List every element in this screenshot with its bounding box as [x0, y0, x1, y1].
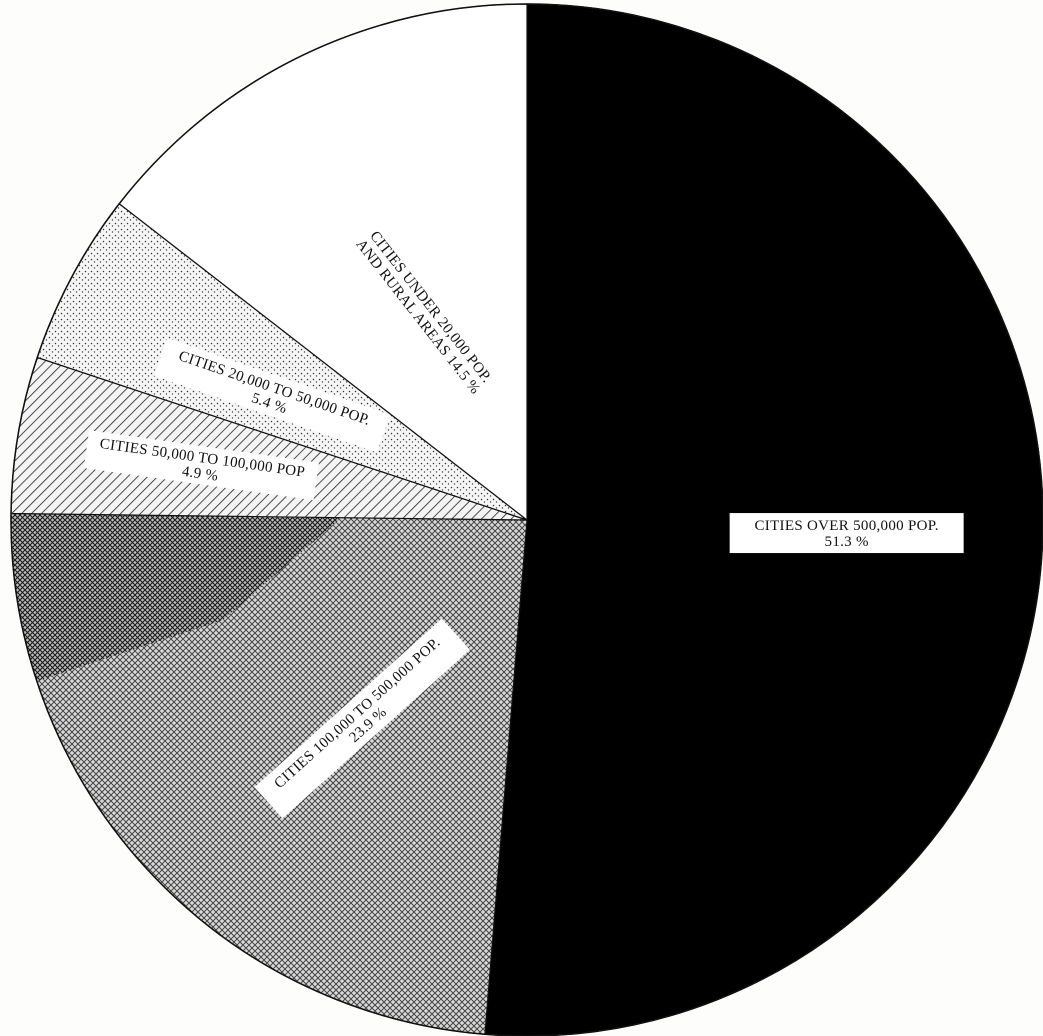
slice-label-box-3 — [83, 430, 319, 501]
slice-label-3-line-2: 4.9 % — [181, 464, 219, 485]
slice-label-box-2 — [254, 618, 470, 819]
slice-label-1-line-2: 51.3 % — [825, 534, 869, 550]
slice-label-1: CITIES OVER 500,000 POP.51.3 % — [729, 513, 964, 554]
pie-outline — [10, 3, 1043, 1036]
slice-label-box-1 — [729, 513, 964, 554]
pie-slice-2-shade — [10, 513, 342, 682]
slice-label-box-4 — [154, 337, 391, 453]
slice-label-1-line-1: CITIES OVER 500,000 POP. — [754, 518, 938, 534]
